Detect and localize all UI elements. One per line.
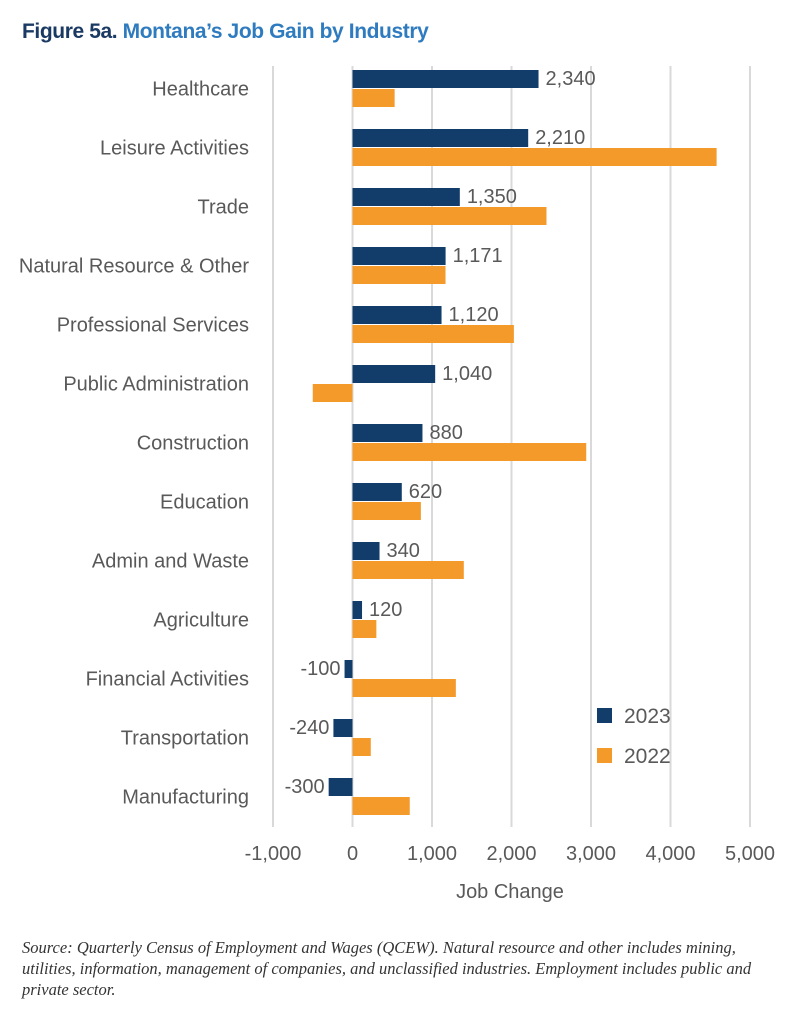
figure-name: Montana’s Job Gain by Industry (122, 20, 429, 43)
bar-2023 (328, 778, 353, 796)
x-tick-label: 1,000 (407, 843, 457, 865)
x-tick-label: 5,000 (725, 843, 775, 865)
bar-2022 (352, 797, 410, 815)
category-label: Manufacturing (122, 787, 249, 809)
bar-2022 (352, 148, 717, 166)
legend-label: 2022 (624, 745, 671, 768)
x-tick-label: 4,000 (645, 843, 695, 865)
legend-label: 2023 (624, 705, 671, 728)
bar-2023 (352, 601, 363, 619)
category-label: Natural Resource & Other (19, 256, 249, 278)
figure-number: Figure 5a. (22, 20, 118, 43)
category-label: Admin and Waste (92, 551, 249, 573)
bar-2023 (352, 188, 460, 206)
data-label-2023: 2,210 (535, 127, 585, 149)
bar-2022 (352, 502, 421, 520)
bar-2023 (352, 129, 529, 147)
x-tick-label: -1,000 (245, 843, 302, 865)
data-label-2023: 120 (369, 599, 402, 621)
bar-2023 (352, 306, 442, 324)
category-label: Transportation (121, 728, 249, 750)
category-label: Construction (137, 433, 249, 455)
data-label-2023: 2,340 (546, 68, 596, 90)
source-note: Source: Quarterly Census of Employment a… (22, 938, 752, 999)
bar-2022 (352, 738, 371, 756)
data-label-2023: 340 (387, 540, 420, 562)
bar-chart: -1,000 0 1,000 2,000 3,000 4,000 5,000 Job Chan… (19, 66, 775, 903)
bar-2023 (352, 483, 402, 501)
chart-title: Figure 5a. Montana’s Job Gain by Industr… (22, 20, 429, 44)
x-tick-label: 0 (347, 843, 358, 865)
bar-2022 (352, 620, 377, 638)
category-label: Public Administration (63, 374, 249, 396)
category-label: Financial Activities (86, 669, 249, 691)
bar-2023 (352, 542, 380, 560)
data-label-2023: -240 (289, 717, 329, 739)
data-label-2023: 1,040 (442, 363, 492, 385)
x-axis-label: Job Change (456, 881, 564, 903)
bar-2022 (352, 89, 395, 107)
category-label: Healthcare (152, 79, 249, 101)
bar-2023 (352, 365, 436, 383)
category-label: Professional Services (57, 315, 249, 337)
bar-2022 (352, 325, 514, 343)
bar-2023 (352, 424, 423, 442)
data-label-2023: 1,350 (467, 186, 517, 208)
data-label-2023: 880 (429, 422, 462, 444)
bar-2022 (352, 266, 446, 284)
data-label-2023: 1,120 (449, 304, 499, 326)
data-label-2023: 620 (409, 481, 442, 503)
category-label: Education (160, 492, 249, 514)
legend-swatch (597, 708, 612, 723)
bar-2023 (352, 70, 539, 88)
data-label-2023: -300 (285, 776, 325, 798)
bar-2022 (312, 384, 353, 402)
bar-2022 (352, 679, 456, 697)
bar-2022 (352, 443, 587, 461)
category-label: Trade (197, 197, 249, 219)
bar-2023 (352, 247, 446, 265)
category-label: Agriculture (153, 610, 249, 632)
category-label: Leisure Activities (100, 138, 249, 160)
data-label-2023: 1,171 (453, 245, 503, 267)
legend-swatch (597, 748, 612, 763)
data-label-2023: -100 (301, 658, 341, 680)
bar-2022 (352, 561, 464, 579)
bar-2022 (352, 207, 547, 225)
bar-2023 (344, 660, 353, 678)
bar-2023 (333, 719, 353, 737)
x-tick-label: 3,000 (566, 843, 616, 865)
x-tick-label: 2,000 (486, 843, 536, 865)
